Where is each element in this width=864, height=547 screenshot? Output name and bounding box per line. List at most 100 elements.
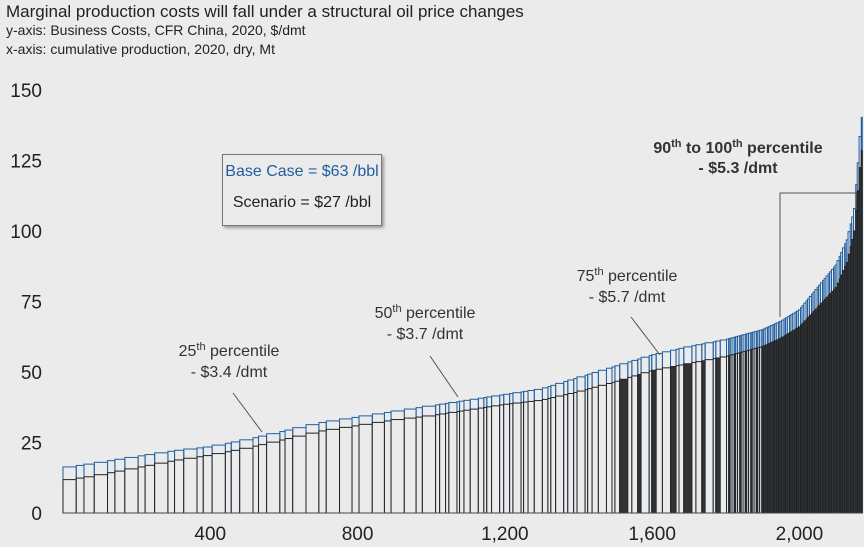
y-axis-ticks: 0 25 50 75 100 125 150	[10, 81, 42, 525]
scenario-bar	[75, 477, 85, 514]
scenario-bar	[224, 451, 232, 514]
scenario-legend: Base Case = $63 /bbl Scenario = $27 /bbl	[222, 154, 382, 226]
annotation-p50-leader	[429, 355, 459, 398]
scenario-bar	[230, 449, 241, 514]
scenario-bar	[318, 430, 327, 514]
x-axis-note: x-axis: cumulative production, 2020, dry…	[6, 41, 275, 57]
scenario-bar	[469, 408, 479, 514]
annotation-p25-value: - $3.4 /dmt	[191, 364, 268, 381]
legend-base-case: Base Case = $63 /bbl	[225, 163, 379, 180]
scenario-bar	[550, 397, 557, 514]
scenario-bar	[415, 416, 423, 514]
scenario-bar	[678, 364, 685, 514]
scenario-bar	[174, 459, 185, 514]
scenario-bar	[279, 439, 286, 514]
x-tick-label: 800	[342, 524, 374, 545]
scenario-bar	[691, 362, 697, 514]
annotation-p50-title: 50th percentile	[375, 303, 476, 322]
scenario-bar	[704, 359, 714, 514]
scenario-bar	[196, 456, 204, 514]
scenario-bar	[421, 415, 437, 514]
scenario-bar	[93, 474, 109, 514]
scenario-bar	[83, 476, 95, 514]
scenario-bar	[358, 423, 373, 514]
scenario-bar	[619, 378, 629, 514]
scenario-bar	[448, 411, 458, 514]
scenario-bar	[614, 380, 621, 514]
scenario-bar	[435, 414, 441, 514]
scenario-bar	[651, 369, 657, 514]
scenario-bar	[351, 425, 360, 514]
scenario-bar	[491, 405, 501, 514]
scenario-bar	[715, 357, 721, 514]
scenario-bar	[258, 444, 268, 514]
annotation-p75-value: - $5.7 /dmt	[589, 289, 666, 306]
scenario-bar	[183, 457, 198, 514]
scenario-bar	[124, 468, 139, 514]
annotation-p90-bracket	[779, 192, 857, 317]
y-tick-label: 25	[21, 434, 42, 455]
scenario-bar	[114, 470, 126, 514]
scenario-bar	[266, 441, 281, 514]
y-tick-label: 100	[10, 222, 42, 243]
annotation-p75-title: 75th percentile	[577, 266, 678, 285]
scenario-bar	[512, 402, 522, 514]
scenario-bar	[486, 406, 493, 514]
scenario-bar	[107, 472, 116, 514]
x-tick-label: 1,200	[481, 524, 529, 545]
annotation-p25-leader	[232, 392, 263, 433]
scenario-bar	[661, 367, 672, 514]
scenario-bar	[683, 363, 693, 514]
scenario-bar	[439, 413, 447, 514]
scenario-bar	[555, 395, 565, 514]
scenario-bar	[860, 150, 863, 514]
annotation-p90-title: 90th to 100th percentile	[653, 138, 822, 157]
x-tick-label: 400	[194, 524, 226, 545]
scenario-bar	[463, 409, 471, 514]
scenario-bar	[576, 390, 586, 514]
scenario-bar	[62, 479, 77, 514]
scenario-bar	[670, 366, 677, 514]
scenario-bar	[239, 447, 254, 514]
scenario-bar	[523, 401, 529, 514]
y-tick-label: 50	[21, 363, 42, 384]
x-axis-ticks: 400 800 1,200 1,600 2,000	[194, 524, 823, 545]
scenario-bar	[533, 400, 543, 514]
scenario-bar	[284, 438, 294, 514]
y-tick-label: 125	[10, 152, 42, 173]
scenario-bar	[591, 386, 599, 514]
annotation-p75-leader	[630, 316, 661, 356]
annotation-p50-value: - $3.7 /dmt	[387, 326, 464, 343]
scenario-bar	[597, 384, 607, 514]
scenario-bar	[627, 376, 633, 514]
scenario-bar	[655, 368, 663, 514]
scenario-bar	[137, 466, 146, 514]
scenario-bar	[154, 462, 169, 514]
scenario-bar	[383, 420, 392, 514]
scenario-bar	[325, 428, 341, 514]
y-tick-label: 0	[31, 504, 42, 525]
scenario-bar	[252, 445, 260, 514]
bars-layer	[62, 116, 863, 514]
chart-title: Marginal production costs will fall unde…	[6, 2, 524, 21]
scenario-bar	[499, 404, 505, 514]
scenario-bar	[459, 410, 465, 514]
scenario-bar	[202, 455, 213, 514]
scenario-bar	[503, 403, 511, 514]
x-tick-label: 1,600	[628, 524, 676, 545]
scenario-bar	[477, 407, 485, 514]
y-tick-label: 75	[21, 293, 42, 314]
scenario-bar	[305, 432, 320, 514]
y-tick-label: 150	[10, 81, 42, 102]
scenario-bar	[390, 419, 405, 514]
scenario-bar	[541, 398, 549, 514]
y-axis-note: y-axis: Business Costs, CFR China, 2020,…	[6, 22, 306, 38]
x-tick-label: 2,000	[776, 524, 824, 545]
scenario-bar	[371, 421, 385, 514]
scenario-bar	[292, 435, 307, 514]
scenario-bar	[695, 361, 703, 514]
scenario-bar	[167, 460, 176, 514]
scenario-bar	[339, 426, 353, 514]
scenario-bar	[631, 375, 639, 514]
